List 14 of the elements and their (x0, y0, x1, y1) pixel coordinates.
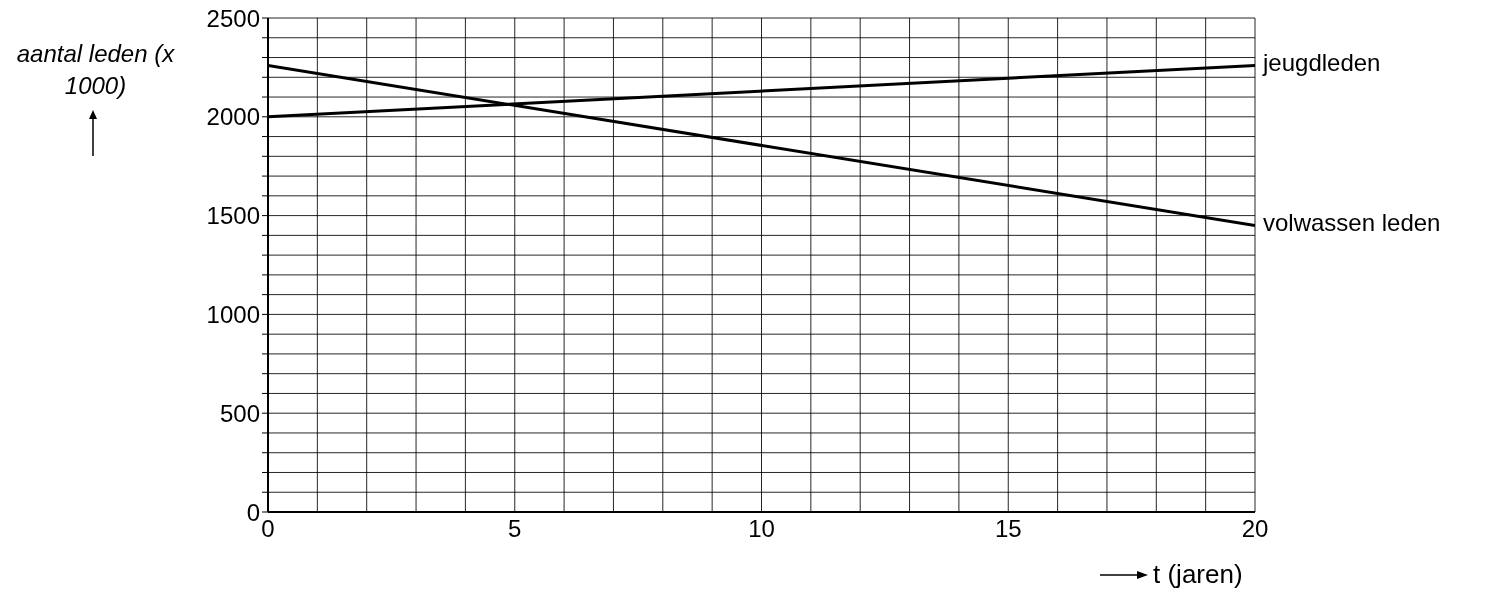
y-tick-label: 1000 (206, 300, 260, 328)
x-tick-label: 15 (994, 515, 1022, 543)
x-tick-label: 10 (748, 515, 775, 543)
y-tick-label: 2500 (206, 4, 260, 32)
y-tick-label: 2000 (206, 103, 260, 131)
y-tick-label: 1500 (206, 202, 260, 230)
y-tick-label: 0 (246, 498, 260, 526)
x-tick-label: 5 (508, 515, 522, 543)
y-axis-title: aantal leden (x 1000) (16, 40, 175, 99)
series-label: jeugdleden (1262, 49, 1381, 77)
series-label: volwassen leden (1263, 209, 1441, 237)
x-tick-label: 20 (1241, 515, 1269, 543)
y-tick-label: 500 (219, 399, 260, 427)
x-axis-title: t (jaren) (1153, 559, 1243, 590)
